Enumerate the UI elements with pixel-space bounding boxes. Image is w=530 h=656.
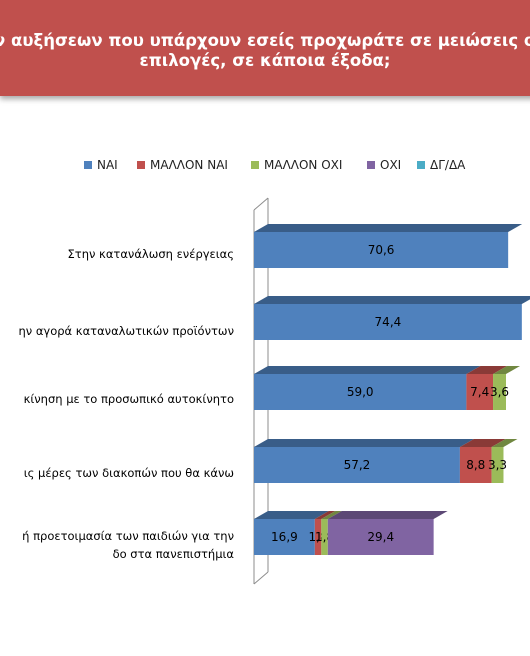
bar-front-face	[254, 447, 460, 483]
legend-label-dg-da: ΔΓ/ΔΑ	[430, 158, 466, 172]
category-label-university-prep-text: ή προετοιμασία των παιδιών για την δο στ…	[22, 529, 234, 561]
bar-front-face	[327, 519, 434, 555]
chart-legend: ΝΑΙ ΜΑΛΛΟΝ ΝΑΙ ΜΑΛΛΟΝ ΟΧΙ ΟΧΙ ΔΓ/ΔΑ	[0, 158, 530, 174]
bar-top-face	[254, 296, 530, 304]
axis-top-depth-line	[253, 197, 269, 211]
bar-value-label: 57,2	[344, 458, 371, 472]
category-label-car: κίνηση με το προσωπικό αυτοκίνητο	[23, 392, 234, 406]
category-label-consumer-products: ην αγορά καταναλωτικών προϊόντων	[18, 324, 234, 338]
bar-segment-oxi-4	[327, 511, 448, 555]
bar-top-face	[254, 511, 329, 519]
bar-segment-mallon-oxi-3	[491, 439, 518, 483]
bar-segment-nai-2	[254, 366, 481, 410]
legend-swatch-mallon-nai	[137, 161, 145, 169]
bar-front-face	[493, 374, 506, 410]
bar-value-label: 3,3	[488, 458, 507, 472]
legend-swatch-nai	[84, 161, 92, 169]
bar-value-label: 70,6	[368, 243, 395, 257]
chart-title-line2: επιλογές, σε κάποια έξοδα;	[139, 51, 391, 70]
bar-top-face	[493, 366, 520, 374]
bar-front-face	[254, 232, 509, 268]
legend-label-nai: ΝΑΙ	[97, 158, 118, 172]
bar-front-face	[466, 374, 494, 410]
bar-top-face	[491, 439, 518, 447]
bar-segment-nai-4	[254, 511, 329, 555]
bar-top-face	[321, 511, 342, 519]
legend-item-mallon-nai: ΜΑΛΛΟΝ ΝΑΙ	[137, 158, 228, 172]
legend-swatch-oxi	[367, 161, 375, 169]
legend-item-oxi: ΟΧΙ	[367, 158, 401, 172]
bar-top-face	[254, 224, 523, 232]
legend-swatch-mallon-oxi	[251, 161, 259, 169]
bar-front-face	[321, 519, 328, 555]
bar-segment-mallon-nai-2	[466, 366, 508, 410]
bar-front-face	[314, 519, 322, 555]
bar-front-face	[491, 447, 504, 483]
bar-top-face	[254, 366, 481, 374]
bar-segment-nai-3	[254, 439, 474, 483]
bar-top-face	[254, 439, 474, 447]
bar-segment-mallon-nai-4	[314, 511, 336, 555]
bar-value-label: 16,9	[271, 530, 298, 544]
category-label-energy: Στην κατανάλωση ενέργειας	[67, 247, 235, 261]
legend-label-mallon-oxi: ΜΑΛΛΟΝ ΟΧΙ	[264, 158, 343, 172]
bar-segment-mallon-nai-3	[459, 439, 506, 483]
bar-segment-mallon-oxi-4	[321, 511, 342, 555]
legend-item-dg-da: ΔΓ/ΔΑ	[417, 158, 465, 172]
category-label-university-prep: ή προετοιμασία των παιδιών για την δο στ…	[22, 527, 234, 563]
bar-front-face	[254, 519, 315, 555]
bar-top-face	[314, 511, 336, 519]
bar-segment-nai-1	[254, 296, 530, 340]
bar-segment-mallon-oxi-2	[493, 366, 520, 410]
axis-bottom-depth-line	[253, 571, 269, 585]
bar-top-face	[459, 439, 506, 447]
bar-top-face	[466, 366, 508, 374]
bar-front-face	[254, 374, 467, 410]
bar-value-label: 59,0	[347, 385, 374, 399]
legend-item-mallon-oxi: ΜΑΛΛΟΝ ΟΧΙ	[251, 158, 342, 172]
bar-value-label: 7,4	[470, 385, 489, 399]
bar-value-label: 8,8	[466, 458, 485, 472]
legend-label-oxi: ΟΧΙ	[380, 158, 402, 172]
chart-title-line1: ν αυξήσεων που υπάρχουν εσείς προχωράτε …	[0, 31, 530, 50]
bar-front-face	[459, 447, 492, 483]
bar-top-face	[327, 511, 448, 519]
bar-value-label: 29,4	[367, 530, 394, 544]
legend-swatch-dg-da	[417, 161, 425, 169]
title-banner: ν αυξήσεων που υπάρχουν εσείς προχωράτε …	[0, 0, 530, 96]
bar-value-label: 74,4	[375, 315, 402, 329]
bar-segment-nai-0	[254, 224, 523, 268]
bar-front-face	[254, 304, 522, 340]
category-label-holidays: ις μέρες των διακοπών που θα κάνω	[23, 466, 234, 480]
legend-item-nai: ΝΑΙ	[84, 158, 118, 172]
bar-value-label: 3,6	[490, 385, 509, 399]
legend-label-mallon-nai: ΜΑΛΛΟΝ ΝΑΙ	[150, 158, 228, 172]
